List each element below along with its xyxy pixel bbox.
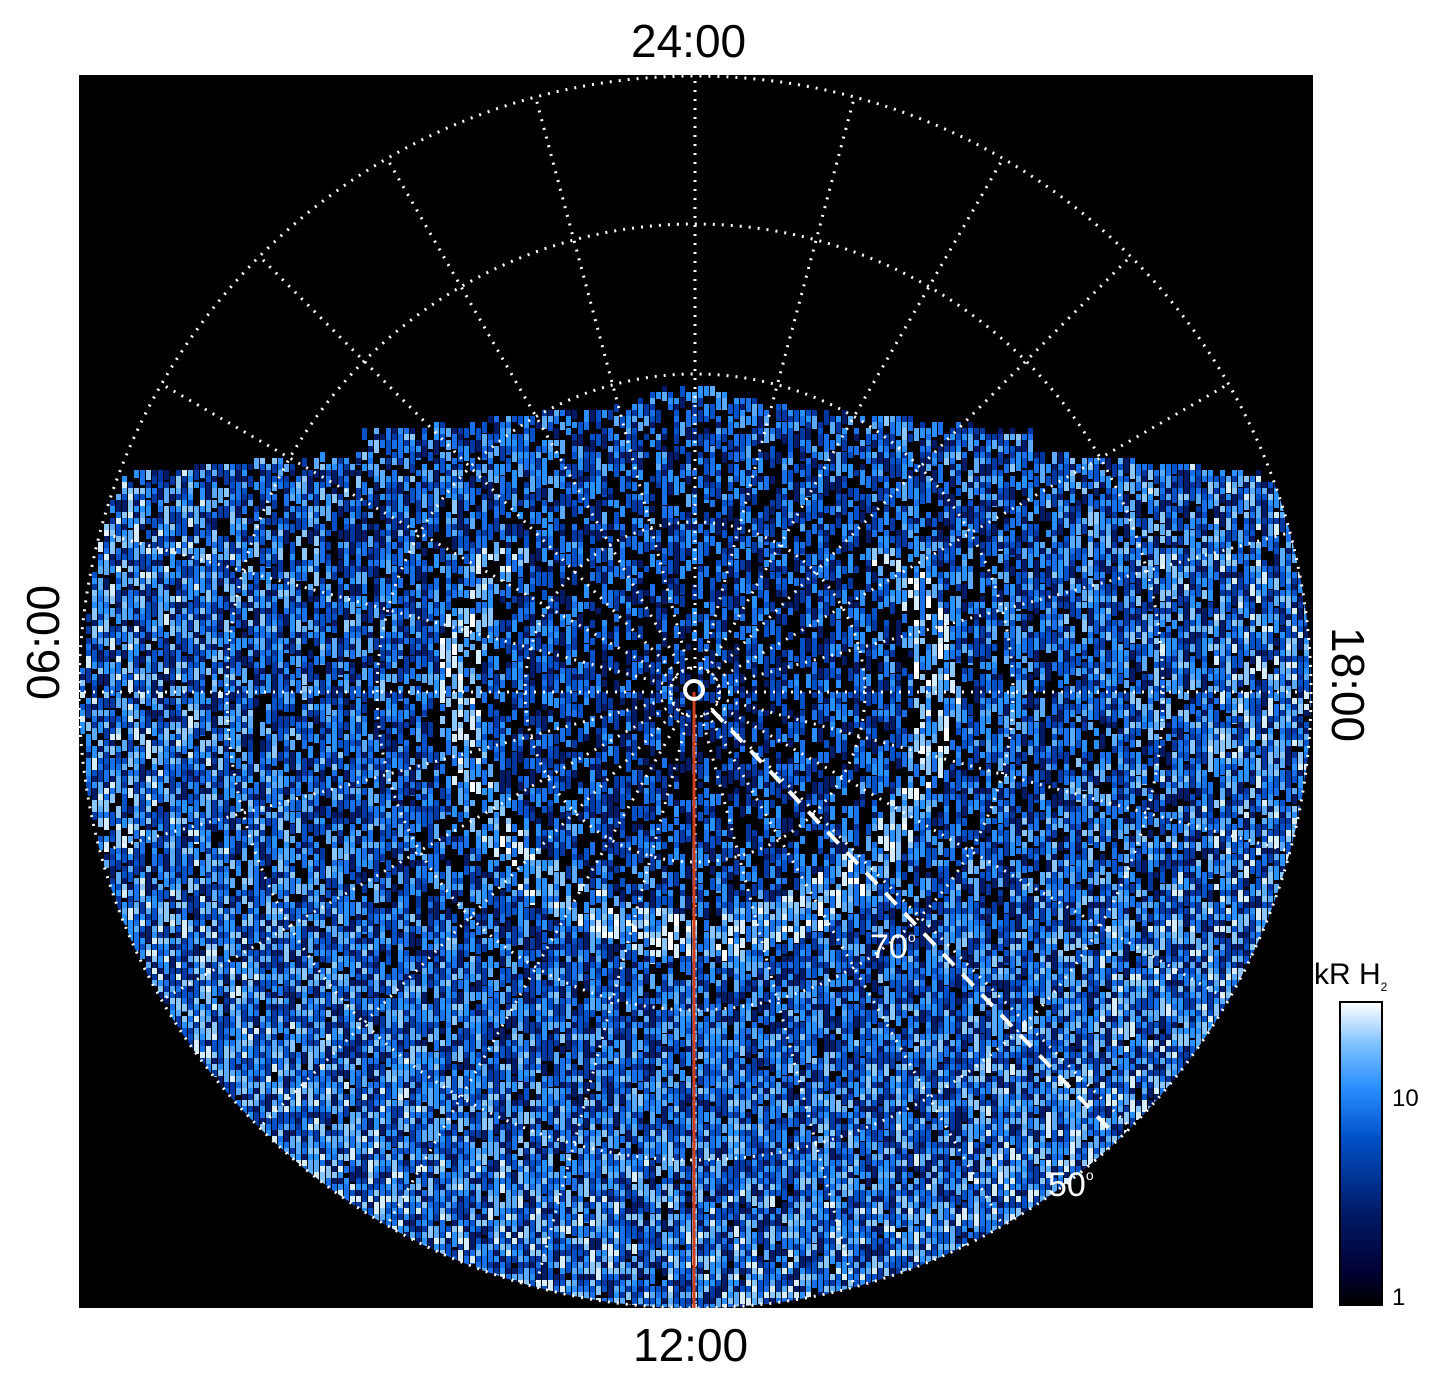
latitude-label-outer: 50o xyxy=(1048,1168,1094,1202)
lt-label-right: 18:00 xyxy=(1325,627,1371,742)
colorbar-title: kR H2 xyxy=(1314,960,1387,993)
colorbar xyxy=(1339,1001,1383,1306)
lt-label-top: 24:00 xyxy=(631,18,746,64)
lt-label-left: 06:00 xyxy=(20,585,66,700)
lt-label-bottom: 12:00 xyxy=(633,1322,748,1368)
latitude-label-inner: 70o xyxy=(870,930,916,964)
colorbar-tick-label: 1 xyxy=(1392,1286,1405,1310)
colorbar-tick-label: 10 xyxy=(1392,1087,1419,1111)
